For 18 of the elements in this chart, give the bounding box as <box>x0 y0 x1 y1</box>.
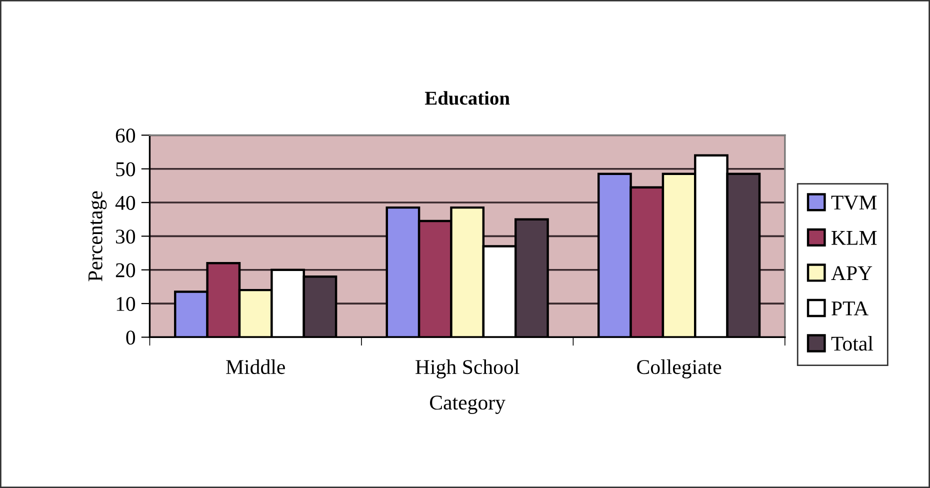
legend-label: KLM <box>832 231 877 245</box>
legend-label: PTA <box>832 301 868 316</box>
x-tick-label: Collegiate <box>637 359 722 378</box>
y-tick-label: 60 <box>116 128 136 143</box>
x-axis-title: Category <box>430 396 506 414</box>
chart-title: Education <box>424 91 510 105</box>
legend-label: TVM <box>831 196 877 210</box>
y-tick-label: 0 <box>126 330 136 345</box>
y-tick-label: 30 <box>116 230 136 244</box>
y-tick-label: 50 <box>116 162 136 176</box>
x-tick-label: High School <box>416 359 520 378</box>
y-tick-label: 20 <box>116 263 136 278</box>
legend-label: APY <box>831 266 872 280</box>
y-tick-label: 40 <box>115 196 136 210</box>
y-tick-label: 10 <box>116 296 136 311</box>
legend-label: Total <box>831 336 874 351</box>
x-tick-label: Middle <box>226 359 285 374</box>
y-axis-title: Percentage <box>88 191 107 282</box>
